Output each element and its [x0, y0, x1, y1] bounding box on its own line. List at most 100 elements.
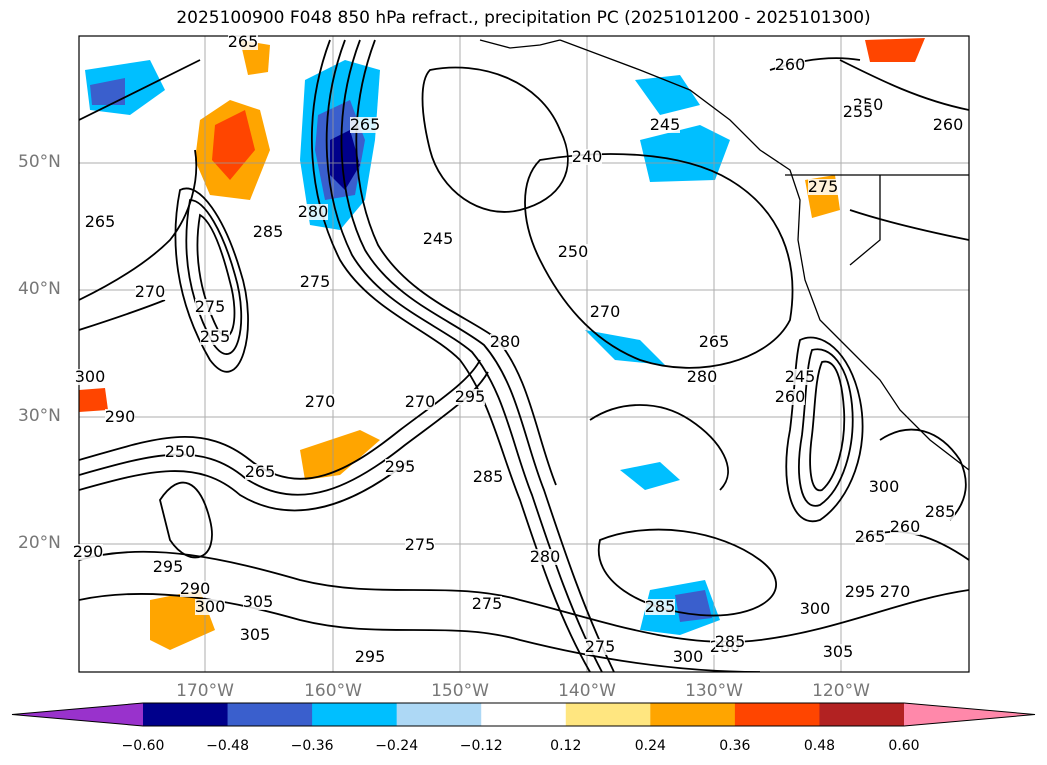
contour-label-bg — [572, 149, 602, 165]
contour-label-bg — [243, 594, 273, 610]
contour-label: 275 — [472, 594, 503, 613]
shade-blue-mid — [585, 330, 665, 365]
shade-navy-core — [330, 130, 360, 190]
contour-label: 250 — [165, 442, 196, 461]
contour-label-bg — [165, 444, 195, 460]
contour-label: 280 — [490, 332, 521, 351]
contour-label-bg — [775, 389, 805, 405]
contour-label-bg — [228, 34, 258, 50]
contour-label-bg — [823, 644, 853, 660]
contour-label-bg — [405, 537, 435, 553]
contour-label-bg — [800, 601, 830, 617]
contour-label: 265 — [228, 32, 259, 51]
colorbar-segment — [565, 703, 651, 726]
contour-label: 270 — [880, 582, 911, 601]
contour-label-bg — [472, 596, 502, 612]
contour-label-bg — [245, 464, 275, 480]
contour-label-bg — [933, 117, 963, 133]
contour-label-bg — [590, 304, 620, 320]
contour-label: 275 — [808, 177, 839, 196]
contour-label-bg — [300, 274, 330, 290]
contour-label-bg — [843, 104, 873, 120]
contour-label-bg — [355, 649, 385, 665]
latitude-label: 50°N — [18, 152, 61, 172]
contour-label: 280 — [687, 367, 718, 386]
colorbar-tick-label: −0.24 — [375, 738, 419, 754]
contour-label: 295 — [153, 557, 184, 576]
colorbar-tick-label: −0.12 — [459, 738, 503, 754]
contour-label: 290 — [105, 407, 136, 426]
colorbar-tick-label: 0.24 — [634, 738, 666, 754]
contour-label-bg — [195, 599, 225, 615]
contour-label: 285 — [253, 222, 284, 241]
plot-frame — [78, 35, 970, 673]
longitude-label: 160°W — [304, 681, 362, 701]
longitude-label: 140°W — [558, 681, 616, 701]
contour-label: 260 — [933, 115, 964, 134]
contour-label-bg — [153, 559, 183, 575]
contour-label: 270 — [405, 392, 436, 411]
contour-label-bg — [405, 394, 435, 410]
contour-label-bg — [687, 369, 717, 385]
contour-label-bg — [785, 369, 815, 385]
longitude-label: 150°W — [431, 681, 489, 701]
contour-label: 275 — [195, 297, 226, 316]
colorbar-tick-label: −0.60 — [121, 738, 165, 754]
longitude-label: 170°W — [176, 681, 234, 701]
contour-label: 270 — [305, 392, 336, 411]
shade-blue-coast — [635, 75, 700, 115]
contour-label-bg — [775, 57, 805, 73]
coastline — [479, 39, 969, 471]
contour-label: 265 — [855, 527, 886, 546]
contour-label-bg — [855, 529, 885, 545]
contour-label: 305 — [240, 625, 271, 644]
contour-label: 285 — [925, 502, 956, 521]
contour-label: 275 — [405, 535, 436, 554]
contour-label: 265 — [85, 212, 116, 231]
contour-label-bg — [85, 214, 115, 230]
contour-label: 300 — [75, 367, 106, 386]
contour-label: 285 — [715, 632, 746, 651]
contour-label: 260 — [775, 55, 806, 74]
shade-orange-mid — [300, 430, 380, 480]
gridlines — [79, 36, 969, 672]
contour-label: 265 — [350, 115, 381, 134]
contour-label: 295 — [455, 387, 486, 406]
colorbar-segment — [819, 703, 905, 726]
contour-label: 265 — [699, 332, 730, 351]
colorbar-segment — [396, 703, 482, 726]
contour-label-bg — [180, 581, 210, 597]
contour-label-bg — [699, 334, 729, 350]
contour-label: 300 — [673, 647, 704, 666]
contour-label-bg — [455, 389, 485, 405]
latitude-label: 40°N — [18, 279, 61, 299]
contour-label-bg — [645, 599, 675, 615]
shade-orange-ne — [865, 38, 925, 62]
contour-label-bg — [558, 244, 588, 260]
contour-label: 295 — [845, 582, 876, 601]
colorbar-tick-label: 0.12 — [550, 738, 582, 754]
colorbar-extend-low — [12, 703, 143, 726]
contour-label: 270 — [135, 282, 166, 301]
latitude-label: 20°N — [18, 533, 61, 553]
contours — [79, 39, 969, 672]
contour-label-bg — [925, 504, 955, 520]
contour-label-bg — [240, 627, 270, 643]
contour-label-bg — [423, 231, 453, 247]
contour-label: 285 — [645, 597, 676, 616]
contour-label: 250 — [558, 242, 589, 261]
colorbar-extend-high — [904, 703, 1035, 726]
contour-label-bg — [135, 284, 165, 300]
contour-label: 295 — [355, 647, 386, 666]
contour-label: 265 — [245, 462, 276, 481]
shade-blue-sw — [620, 462, 680, 490]
contour-label-bg — [490, 334, 520, 350]
contour-label-bg — [385, 459, 415, 475]
contour-label: 280 — [298, 202, 329, 221]
contour-label: 305 — [243, 592, 274, 611]
contour-label: 290 — [180, 579, 211, 598]
contour-label-bg — [305, 394, 335, 410]
contour-label-bg — [673, 649, 703, 665]
contour-label-bg — [298, 204, 328, 220]
